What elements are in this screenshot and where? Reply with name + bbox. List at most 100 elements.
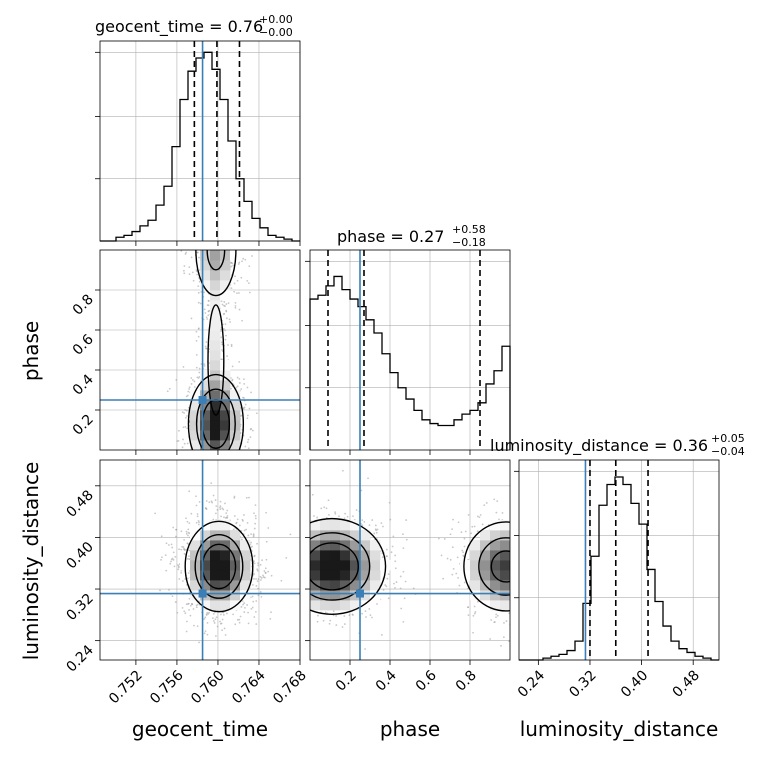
joint-panel-luminosity-distance-vs-phase-sample-point xyxy=(261,546,263,548)
joint-panel-luminosity-distance-vs-geocent-time-sample-point xyxy=(174,601,177,603)
joint-panel-luminosity-distance-vs-phase-sample-point xyxy=(522,578,524,580)
joint-panel-luminosity-distance-vs-geocent-time-sample-point xyxy=(180,530,183,533)
joint-panel-phase-vs-geocent-time-density-cell xyxy=(220,280,231,291)
joint-panel-phase-vs-geocent-time-sample-point xyxy=(232,454,234,456)
joint-panel-luminosity-distance-vs-geocent-time-sample-point xyxy=(225,512,228,515)
joint-panel-luminosity-distance-vs-geocent-time-sample-point xyxy=(159,589,161,592)
joint-panel-luminosity-distance-vs-geocent-time-sample-point xyxy=(198,641,200,644)
joint-panel-luminosity-distance-vs-geocent-time-sample-point xyxy=(196,513,199,515)
joint-panel-phase-vs-geocent-time-sample-point xyxy=(235,386,238,389)
joint-panel-luminosity-distance-vs-phase-sample-point xyxy=(463,581,466,584)
joint-panel-luminosity-distance-vs-phase-density-cell xyxy=(340,600,351,611)
joint-panel-phase-vs-geocent-time-sample-point xyxy=(220,247,222,249)
joint-panel-luminosity-distance-vs-phase-sample-point xyxy=(458,584,461,587)
joint-panel-luminosity-distance-vs-phase-sample-point xyxy=(522,541,524,543)
joint-panel-luminosity-distance-vs-phase-sample-point xyxy=(562,577,564,579)
joint-panel-phase-vs-geocent-time-sample-point xyxy=(237,188,239,190)
joint-panel-phase-vs-geocent-time-sample-point xyxy=(209,213,211,215)
joint-panel-phase-vs-geocent-time-sample-point xyxy=(190,377,193,379)
joint-panel-luminosity-distance-vs-phase-sample-point xyxy=(452,567,455,570)
joint-panel-phase-vs-geocent-time-sample-point xyxy=(184,426,187,428)
joint-panel-luminosity-distance-vs-geocent-time-sample-point xyxy=(257,564,260,567)
xlabel-luminosity-distance: luminosity_distance xyxy=(520,717,719,741)
joint-panel-luminosity-distance-vs-geocent-time-sample-point xyxy=(215,635,217,637)
joint-panel-luminosity-distance-vs-phase-sample-point xyxy=(550,588,552,590)
joint-panel-phase-vs-geocent-time-sample-point xyxy=(235,232,237,234)
joint-panel-luminosity-distance-vs-phase-sample-point xyxy=(513,556,515,558)
joint-panel-phase-vs-geocent-time-sample-point xyxy=(218,194,220,196)
joint-panel-luminosity-distance-vs-geocent-time-sample-point xyxy=(243,611,246,613)
hist-panel-luminosity-distance-xtick-label: 0.40 xyxy=(618,668,651,701)
joint-panel-luminosity-distance-vs-phase-sample-point xyxy=(457,521,460,524)
joint-panel-phase-vs-geocent-time-sample-point xyxy=(196,453,198,455)
joint-panel-luminosity-distance-vs-phase-sample-point xyxy=(525,536,527,538)
joint-panel-phase-vs-geocent-time-density-cell xyxy=(210,280,221,291)
joint-panel-phase-vs-geocent-time-sample-point xyxy=(196,376,199,379)
joint-panel-luminosity-distance-vs-geocent-time-sample-point xyxy=(160,558,162,561)
joint-panel-luminosity-distance-vs-phase-sample-point xyxy=(303,555,305,557)
joint-panel-luminosity-distance-vs-phase-density-cell xyxy=(470,590,481,601)
joint-panel-phase-vs-geocent-time-sample-point xyxy=(226,197,228,199)
joint-panel-luminosity-distance-vs-phase-sample-point xyxy=(276,578,278,580)
joint-panel-luminosity-distance-vs-geocent-time-sample-point xyxy=(226,515,229,517)
joint-panel-luminosity-distance-vs-phase-sample-point xyxy=(285,569,287,571)
joint-panel-luminosity-distance-vs-geocent-time-density-cell xyxy=(210,590,221,601)
joint-panel-luminosity-distance-vs-phase-sample-point xyxy=(392,535,395,538)
joint-panel-luminosity-distance-vs-geocent-time-density-cell xyxy=(230,550,241,561)
joint-panel-phase-vs-geocent-time-sample-point xyxy=(183,245,185,247)
joint-panel-phase-vs-geocent-time-sample-point xyxy=(199,487,201,489)
joint-panel-luminosity-distance-vs-phase-sample-point xyxy=(292,565,294,567)
joint-panel-phase-vs-geocent-time-ytick-label: 0.8 xyxy=(70,292,97,319)
joint-panel-phase-vs-geocent-time-sample-point xyxy=(238,308,241,311)
joint-panel-luminosity-distance-vs-phase-contour xyxy=(478,537,510,596)
joint-panel-phase-vs-geocent-time-density-cell xyxy=(210,340,221,351)
joint-panel-phase-vs-geocent-time-sample-point xyxy=(207,457,209,459)
joint-panel-luminosity-distance-vs-phase-density-cell xyxy=(480,550,491,561)
joint-panel-luminosity-distance-vs-phase-sample-point xyxy=(557,573,559,575)
joint-panel-luminosity-distance-vs-phase-sample-point xyxy=(288,583,290,585)
joint-panel-phase-vs-geocent-time-sample-point xyxy=(218,242,220,244)
joint-panel-luminosity-distance-vs-phase-density-cell xyxy=(310,540,321,551)
joint-panel-phase-vs-geocent-time-sample-point xyxy=(200,290,203,293)
joint-panel-luminosity-distance-vs-phase-sample-point xyxy=(373,532,376,535)
joint-panel-luminosity-distance-vs-phase-density-cell xyxy=(490,560,501,571)
joint-panel-phase-vs-geocent-time-sample-point xyxy=(191,271,194,274)
joint-panel-phase-vs-geocent-time-sample-point xyxy=(233,282,236,285)
joint-panel-luminosity-distance-vs-phase-sample-point xyxy=(344,512,347,515)
joint-panel-luminosity-distance-vs-geocent-time-sample-point xyxy=(246,522,249,524)
joint-panel-luminosity-distance-vs-phase-sample-point xyxy=(467,614,470,617)
joint-panel-luminosity-distance-vs-phase-density-cell xyxy=(500,520,510,531)
joint-panel-luminosity-distance-vs-geocent-time-sample-point xyxy=(154,512,157,515)
joint-panel-luminosity-distance-vs-geocent-time-density-cell xyxy=(220,570,231,581)
joint-panel-luminosity-distance-vs-geocent-time-sample-point xyxy=(195,606,198,609)
joint-panel-phase-vs-geocent-time-density-cell xyxy=(210,330,221,341)
joint-panel-phase-vs-geocent-time-sample-point xyxy=(238,360,241,363)
joint-panel-luminosity-distance-vs-phase-sample-point xyxy=(305,566,307,568)
joint-panel-phase-vs-geocent-time-sample-point xyxy=(223,474,225,476)
joint-panel-luminosity-distance-vs-phase-sample-point xyxy=(559,591,561,593)
joint-panel-luminosity-distance-vs-geocent-time-sample-point xyxy=(253,577,255,580)
joint-panel-luminosity-distance-vs-geocent-time-sample-point xyxy=(211,501,214,504)
joint-panel-phase-vs-geocent-time-sample-point xyxy=(238,474,240,476)
joint-panel-luminosity-distance-vs-phase-sample-point xyxy=(302,617,304,619)
joint-panel-luminosity-distance-vs-phase-sample-point xyxy=(303,585,305,587)
joint-panel-luminosity-distance-vs-geocent-time-sample-point xyxy=(187,534,189,537)
joint-panel-luminosity-distance-vs-phase-sample-point xyxy=(271,579,273,581)
joint-panel-phase-vs-geocent-time-sample-point xyxy=(231,207,233,209)
joint-panel-phase-vs-geocent-time-sample-point xyxy=(187,390,190,393)
joint-panel-luminosity-distance-vs-phase-sample-point xyxy=(306,575,308,577)
joint-panel-luminosity-distance-vs-phase-sample-point xyxy=(286,629,288,631)
joint-panel-luminosity-distance-vs-phase-sample-point xyxy=(473,612,476,615)
joint-panel-luminosity-distance-vs-phase-density-cell xyxy=(360,530,371,541)
joint-panel-luminosity-distance-vs-phase-sample-point xyxy=(391,545,394,548)
joint-panel-luminosity-distance-vs-geocent-time-xtick-label: 0.768 xyxy=(270,668,310,708)
joint-panel-phase-vs-geocent-time-sample-point xyxy=(203,454,205,456)
joint-panel-phase-vs-geocent-time-density-cell xyxy=(210,350,221,361)
joint-panel-luminosity-distance-vs-phase-sample-point xyxy=(303,573,305,575)
joint-panel-luminosity-distance-vs-geocent-time-sample-point xyxy=(219,508,222,511)
joint-panel-luminosity-distance-vs-phase-density-cell xyxy=(310,530,321,541)
joint-panel-luminosity-distance-vs-phase-sample-point xyxy=(355,509,358,511)
joint-panel-luminosity-distance-vs-phase-sample-point xyxy=(517,544,519,546)
joint-panel-phase-vs-geocent-time-sample-point xyxy=(248,407,251,410)
joint-panel-luminosity-distance-vs-phase-sample-point xyxy=(306,566,308,568)
